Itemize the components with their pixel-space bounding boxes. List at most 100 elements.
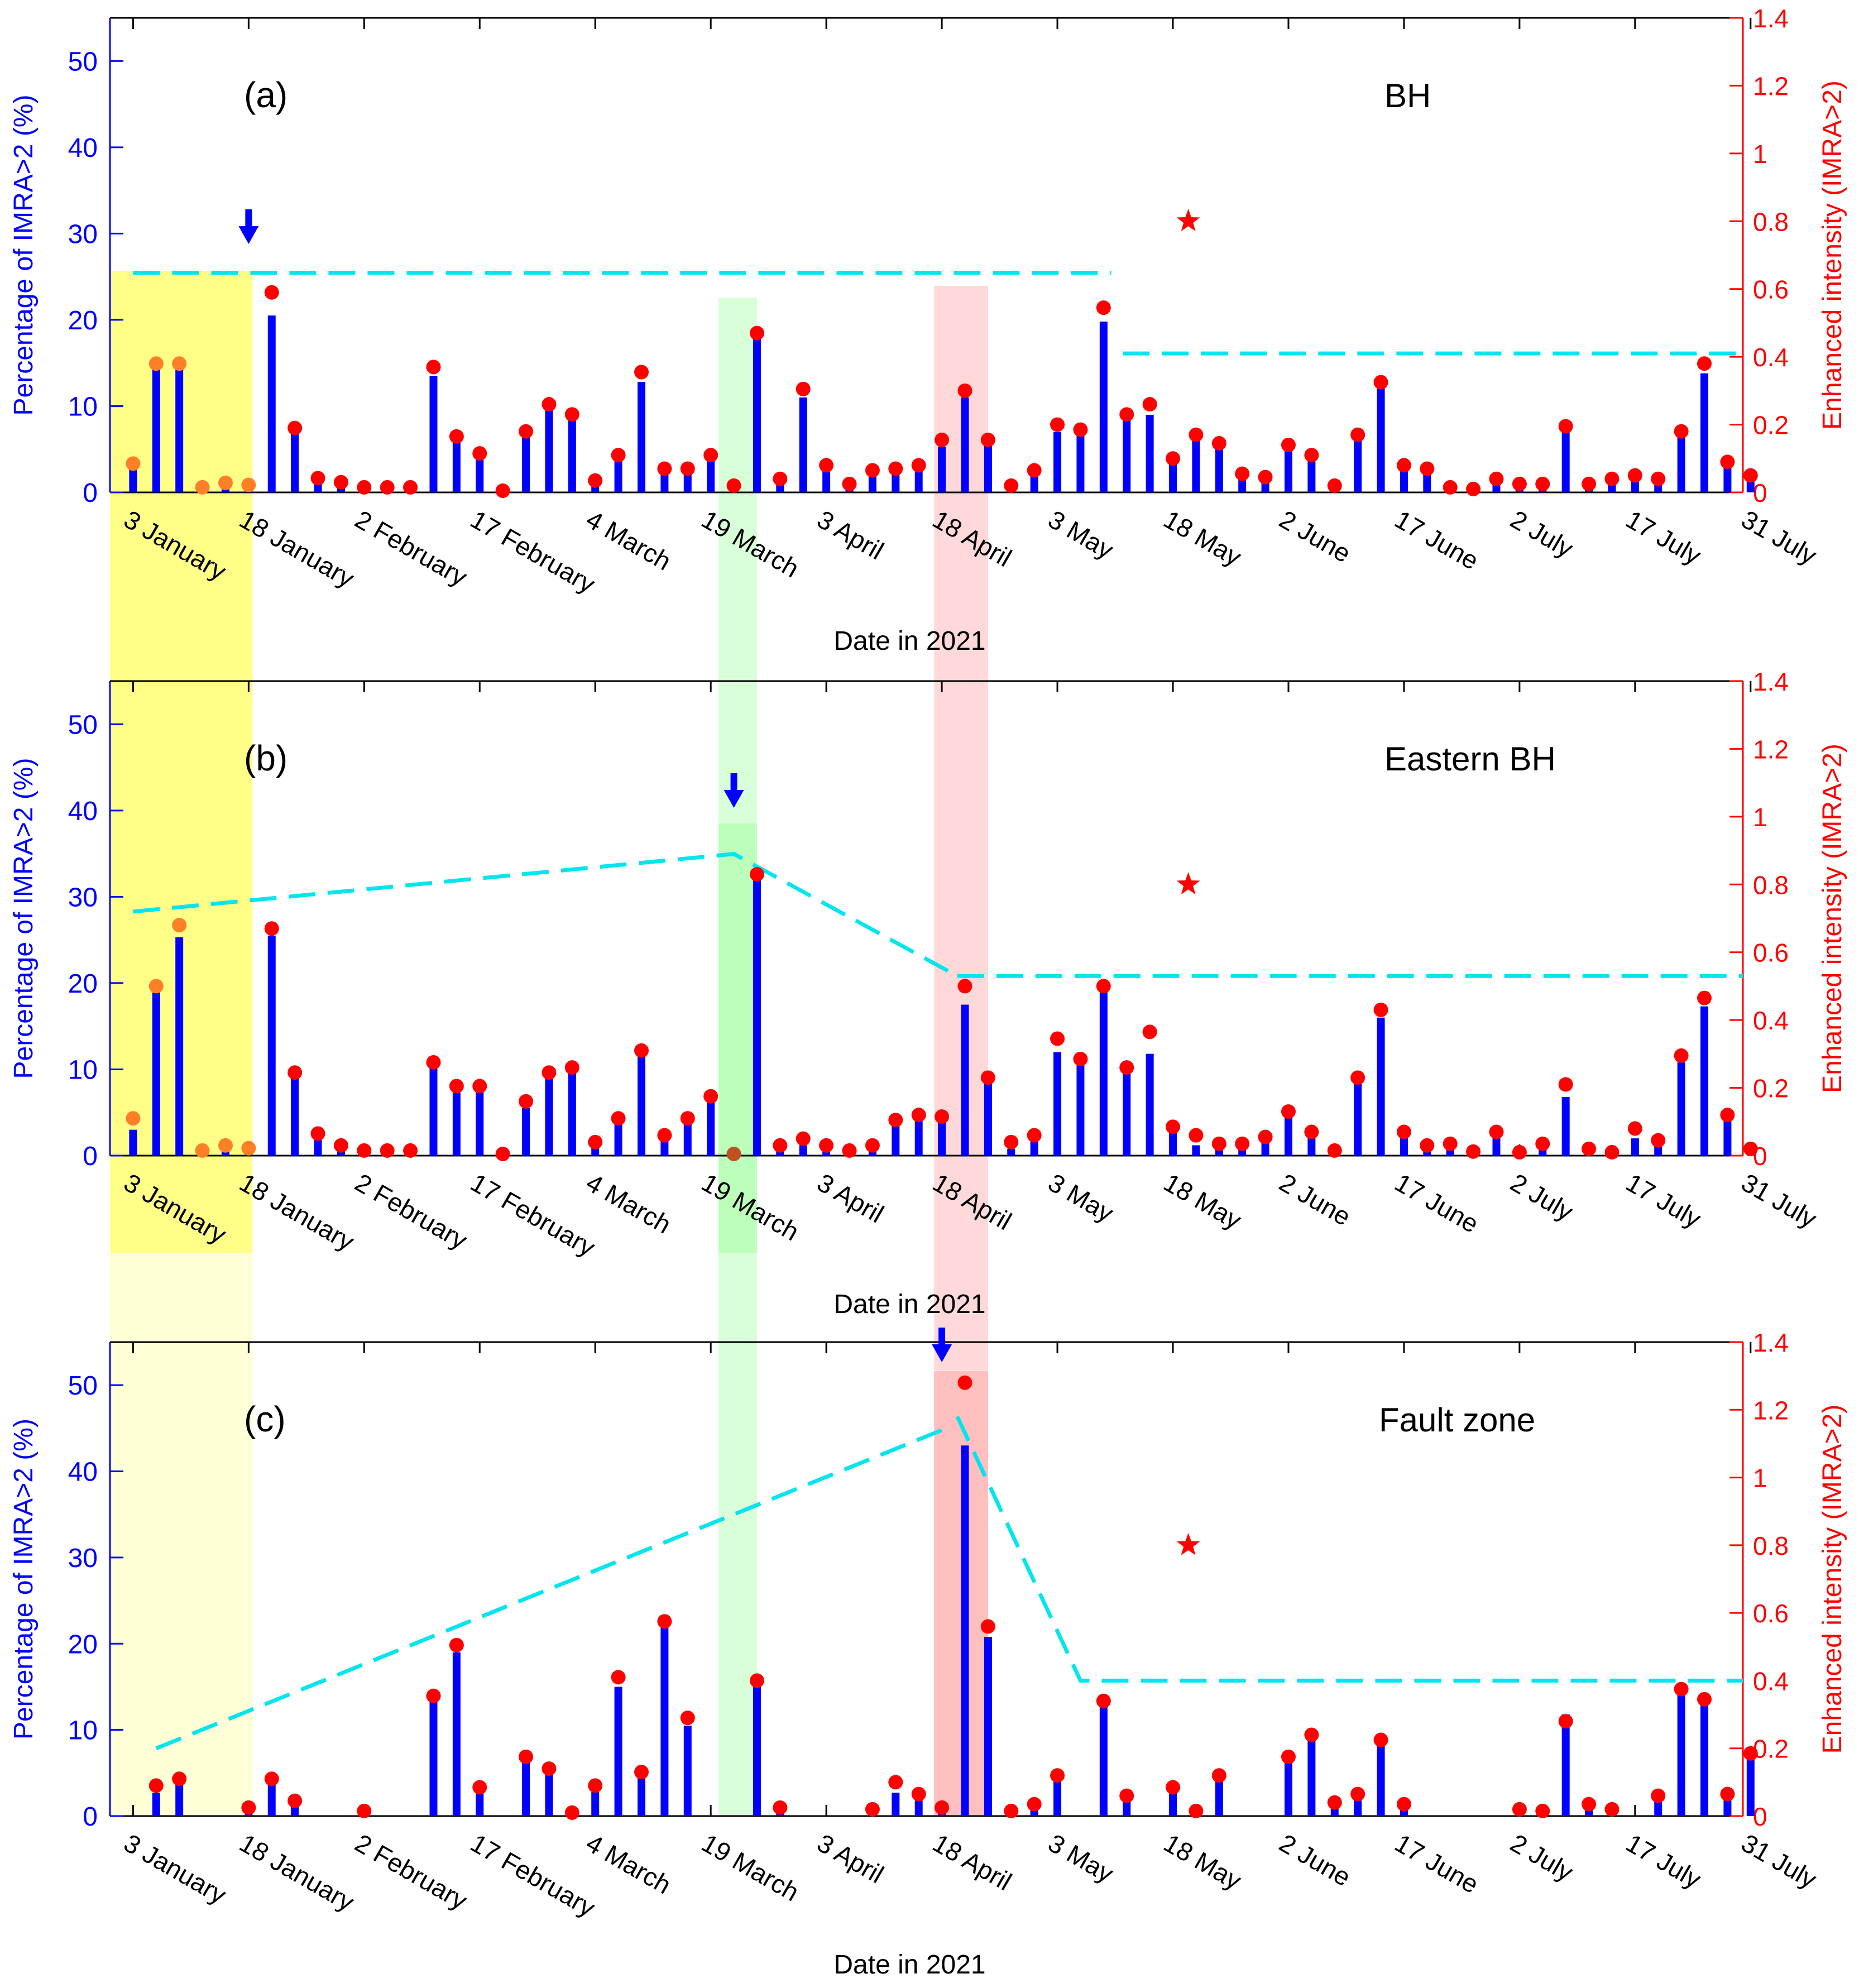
bar <box>452 1652 461 1816</box>
event-star <box>1176 209 1200 232</box>
intensity-dot <box>357 1803 372 1818</box>
intensity-dot <box>980 432 995 447</box>
arrow-head <box>238 226 259 244</box>
intensity-dot <box>773 1800 788 1815</box>
x-axis-label: Date in 2021 <box>833 1290 985 1319</box>
intensity-dot <box>1443 480 1458 495</box>
intensity-dot <box>957 1375 972 1390</box>
intensity-dot <box>1743 1746 1758 1761</box>
intensity-dot <box>1027 463 1042 478</box>
intensity-dot <box>1189 1128 1204 1143</box>
ytick-left-label: 20 <box>68 969 98 999</box>
bar <box>1492 1138 1501 1156</box>
bar <box>1215 1777 1223 1816</box>
bar <box>614 1123 622 1156</box>
bar <box>291 433 299 492</box>
intensity-dot <box>1604 1802 1620 1817</box>
bar <box>476 1791 484 1816</box>
bar <box>892 1121 900 1156</box>
event-star <box>1176 872 1200 895</box>
bar <box>1146 414 1154 492</box>
intensity-dot <box>1373 1732 1388 1747</box>
intensity-dot <box>357 480 372 495</box>
ytick-left-label: 50 <box>68 1371 98 1401</box>
bar <box>892 1793 900 1816</box>
intensity-dot <box>634 365 649 380</box>
xtick-label: 2 June <box>1275 505 1356 568</box>
bar <box>1099 1704 1108 1816</box>
bar <box>568 414 576 492</box>
bar <box>1377 1742 1385 1816</box>
bar <box>868 476 876 492</box>
intensity-dot <box>333 1138 348 1153</box>
intensity-dot <box>1119 1060 1134 1075</box>
bar <box>1123 1799 1131 1816</box>
xtick-label: 19 March <box>697 1828 804 1907</box>
intensity-dot <box>1582 1797 1597 1812</box>
intensity-dot <box>911 458 926 473</box>
bar <box>1561 432 1570 492</box>
intensity-dot <box>1327 1795 1342 1810</box>
intensity-dot <box>773 1138 788 1153</box>
bar <box>129 464 137 492</box>
ytick-left-label: 20 <box>68 1630 98 1659</box>
intensity-dot <box>1027 1128 1042 1143</box>
intensity-dot <box>1235 466 1250 481</box>
bar <box>1123 416 1131 492</box>
intensity-dot <box>1211 1768 1226 1783</box>
intensity-dot <box>1582 476 1597 491</box>
intensity-dot <box>1720 454 1735 470</box>
ytick-left-label: 10 <box>68 392 98 421</box>
intensity-dot <box>1258 470 1273 485</box>
highlight-band-green <box>718 298 757 823</box>
intensity-dot <box>588 473 603 488</box>
intensity-dot <box>542 1761 557 1776</box>
intensity-dot <box>472 446 487 461</box>
intensity-dot <box>911 1786 926 1802</box>
intensity-dot <box>1466 1144 1481 1159</box>
intensity-dot <box>426 1688 441 1703</box>
bar <box>984 1082 992 1156</box>
intensity-dot <box>310 471 325 486</box>
intensity-dot <box>542 397 557 412</box>
bar <box>914 1800 923 1816</box>
bar <box>1053 432 1062 492</box>
bar <box>291 1079 299 1156</box>
intensity-dot <box>796 381 811 396</box>
intensity-dot <box>1281 438 1296 452</box>
bar <box>152 367 160 492</box>
bar <box>1677 1691 1685 1816</box>
bar <box>707 460 715 492</box>
ytick-right-label: 1.4 <box>1753 1328 1789 1357</box>
ytick-right-label: 0 <box>1753 478 1767 507</box>
bar <box>1169 462 1177 492</box>
bar <box>1700 1006 1709 1156</box>
ytick-right-label: 0.2 <box>1753 1735 1789 1764</box>
bar <box>1677 435 1685 492</box>
x-axis-label: Date in 2021 <box>833 626 985 656</box>
bar <box>545 408 553 492</box>
ytick-right-label: 0.4 <box>1753 343 1789 372</box>
intensity-dot <box>1743 468 1758 483</box>
bar <box>152 992 160 1156</box>
intensity-dot <box>1119 1788 1134 1803</box>
intensity-dot <box>680 1111 695 1126</box>
intensity-dot <box>241 1800 256 1815</box>
bar <box>429 1066 438 1156</box>
ytick-right-label: 0.6 <box>1753 1599 1789 1628</box>
bar <box>1377 1017 1385 1156</box>
intensity-dot <box>519 1094 534 1109</box>
xtick-label: 2 February <box>350 1828 472 1915</box>
xtick-label: 18 January <box>234 505 359 593</box>
intensity-dot <box>680 461 695 476</box>
intensity-dot <box>519 424 534 439</box>
intensity-dot <box>449 429 464 444</box>
bar <box>938 1121 946 1156</box>
bar <box>638 1777 646 1816</box>
ytick-right-label: 1.4 <box>1753 667 1789 696</box>
intensity-dot <box>1697 990 1712 1005</box>
bar <box>129 1129 137 1156</box>
ytick-right-label: 0.4 <box>1753 1006 1789 1035</box>
bar <box>961 397 969 492</box>
xtick-label: 3 May <box>1043 1168 1118 1228</box>
